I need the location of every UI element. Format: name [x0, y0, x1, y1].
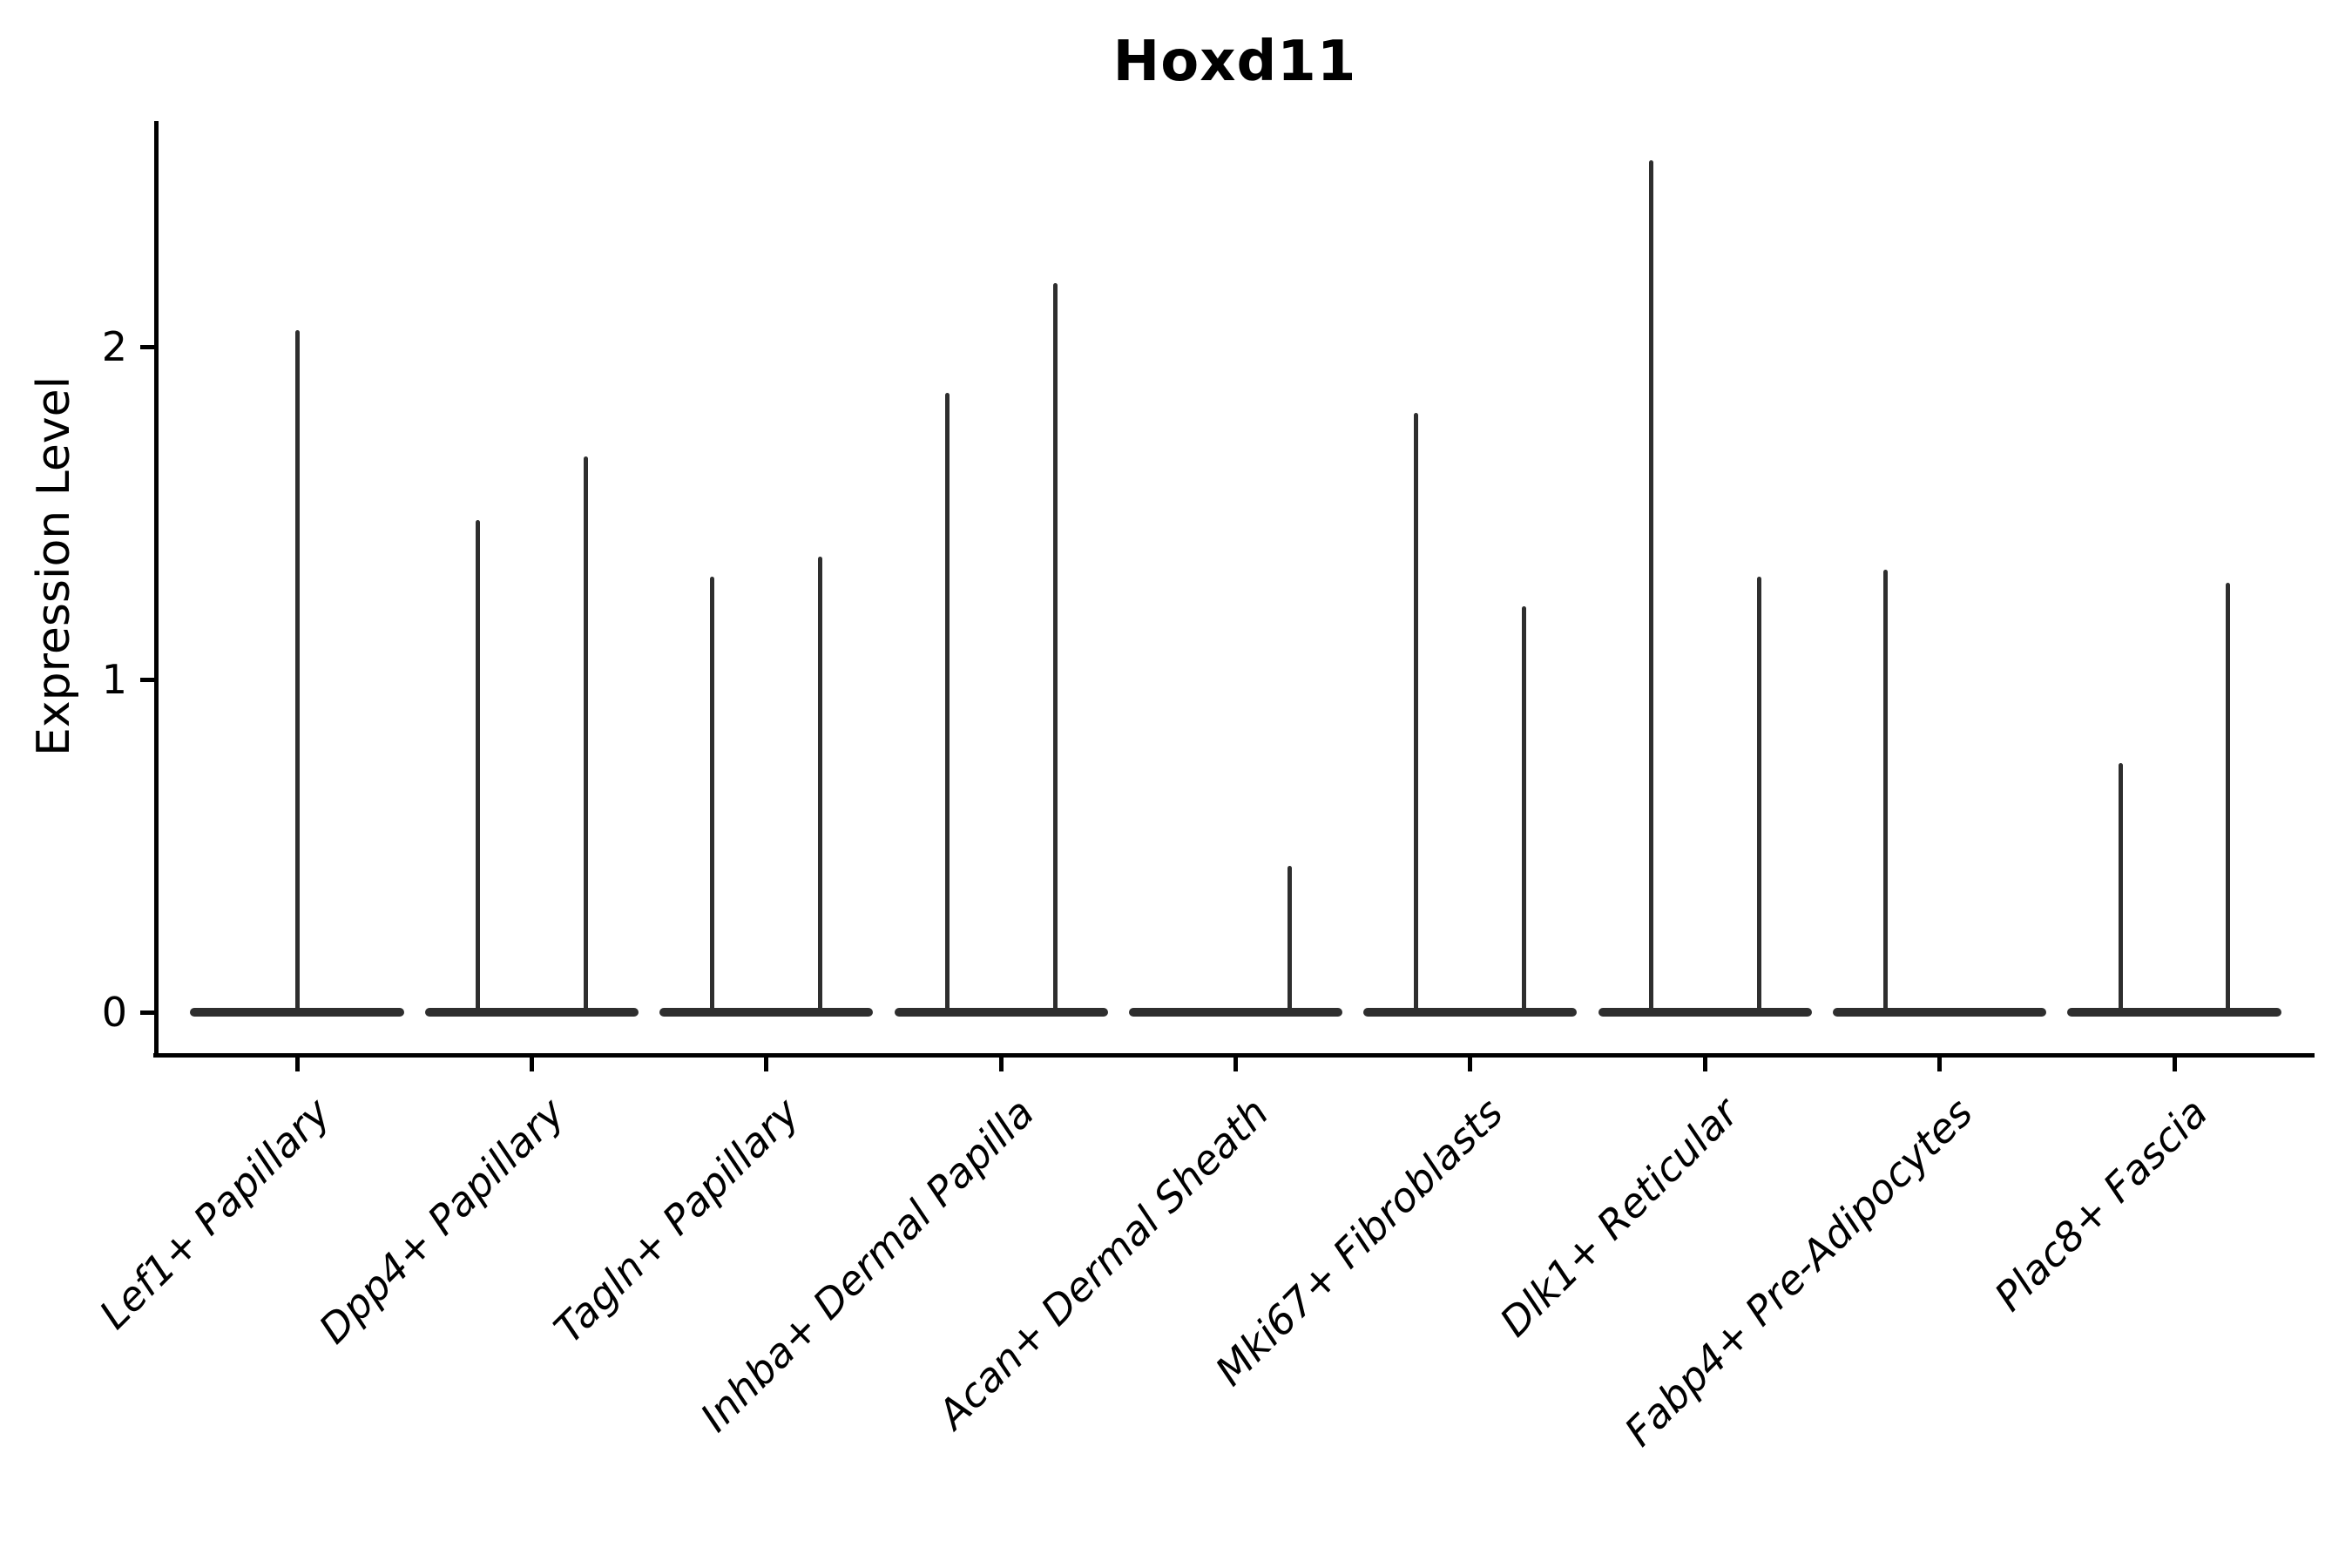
- violin-baseline: [894, 1008, 1108, 1017]
- violin-baseline: [424, 1008, 639, 1017]
- violin-spike: [944, 393, 950, 1017]
- x-tick-mark: [294, 1057, 300, 1071]
- x-tick-mark: [1468, 1057, 1473, 1071]
- violin-spike: [1522, 605, 1527, 1017]
- y-tick-label: 1: [101, 656, 127, 703]
- y-tick-mark: [140, 344, 155, 349]
- violin-baseline: [1833, 1008, 2047, 1017]
- x-tick-label: Lef1+ Papillary: [90, 1089, 340, 1338]
- x-tick-mark: [1702, 1057, 1707, 1071]
- violin-baseline: [2067, 1008, 2281, 1017]
- violin-baseline: [1363, 1008, 1578, 1017]
- violin-baseline: [1598, 1008, 1812, 1017]
- x-axis-spine: [153, 1053, 2315, 1058]
- x-tick-mark: [1233, 1057, 1238, 1071]
- violin-baseline: [1128, 1008, 1343, 1017]
- y-tick-label: 2: [101, 323, 127, 370]
- violin-spike: [1287, 865, 1292, 1017]
- y-tick-label: 0: [101, 989, 127, 1036]
- x-tick-label: Dlk1+ Reticular: [1490, 1089, 1747, 1346]
- x-tick-mark: [2172, 1057, 2177, 1071]
- x-tick-label: Plac8+ Fascia: [1984, 1089, 2217, 1321]
- x-tick-label: Dpp4+ Papillary: [309, 1089, 574, 1353]
- violin-spike: [2118, 762, 2123, 1017]
- y-axis-spine: [154, 121, 159, 1058]
- x-tick-label: Tagln+ Papillary: [544, 1089, 808, 1353]
- violin-spike: [818, 556, 823, 1017]
- violin-spike: [1648, 160, 1653, 1017]
- violin-baseline: [659, 1008, 874, 1017]
- violin-spike: [475, 519, 480, 1017]
- y-tick-mark: [140, 677, 155, 682]
- x-tick-mark: [764, 1057, 769, 1071]
- violin-spike: [710, 576, 715, 1017]
- violin-spike: [583, 456, 588, 1017]
- plot-title: Hoxd11: [1112, 30, 1357, 94]
- x-tick-mark: [529, 1057, 534, 1071]
- violin-spike: [2226, 583, 2231, 1017]
- y-tick-mark: [140, 1010, 155, 1015]
- violin-spike: [1756, 576, 1761, 1017]
- violin-spike: [1052, 283, 1058, 1017]
- violin-spike: [1414, 413, 1419, 1017]
- x-tick-mark: [998, 1057, 1004, 1071]
- violin-spike: [1883, 569, 1889, 1017]
- x-tick-mark: [1937, 1057, 1943, 1071]
- violin-spike: [294, 329, 300, 1017]
